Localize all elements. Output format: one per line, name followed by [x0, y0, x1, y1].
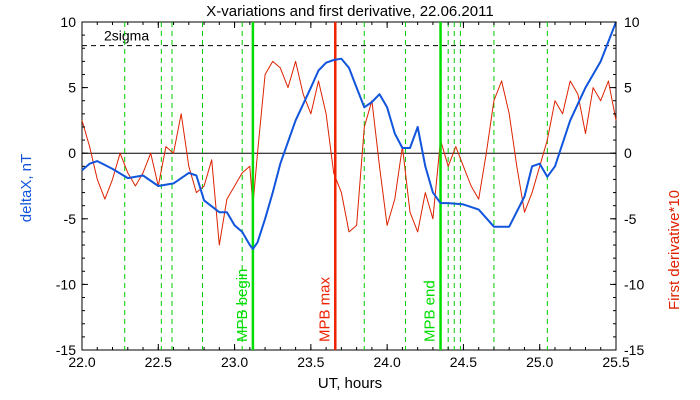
x-tick-label: 23.0: [221, 354, 248, 370]
y-tick-label-right: -15: [624, 342, 644, 358]
y-tick-label-left: 5: [68, 80, 76, 96]
y-tick-label-left: -15: [56, 342, 76, 358]
x-tick-label: 22.0: [68, 354, 95, 370]
sigma-label: 2sigma: [104, 28, 149, 44]
y-tick-label-right: -10: [624, 276, 644, 292]
y-tick-label-right: 5: [624, 80, 632, 96]
event-marker-label: MPB max: [316, 276, 333, 342]
y-tick-label-right: 0: [624, 145, 632, 161]
x-tick-label: 24.5: [450, 354, 477, 370]
x-axis-label: UT, hours: [318, 375, 382, 392]
series-derivative-line: [81, 60, 617, 246]
event-marker-label: MPB end: [422, 280, 439, 342]
y-tick-label-left: -5: [64, 211, 77, 227]
y-axis-label-left: deltaX, nT: [18, 154, 35, 222]
y-tick-label-left: 0: [68, 145, 76, 161]
y-axis-label-right: First derivative*10: [666, 190, 683, 310]
x-tick-label: 25.0: [526, 354, 553, 370]
chart-title: X-variations and first derivative, 22.06…: [206, 3, 493, 20]
x-tick-label: 23.5: [297, 354, 324, 370]
y-tick-label-left: 10: [60, 14, 76, 30]
y-tick-label-right: 10: [624, 14, 640, 30]
x-tick-label: 25.5: [602, 354, 629, 370]
event-marker-label: MPB begin: [234, 269, 251, 342]
plot-frame: [81, 21, 617, 351]
y-tick-label-left: -10: [56, 276, 76, 292]
x-tick-label: 24.0: [374, 354, 401, 370]
series-deltax-line: [81, 21, 617, 250]
y-tick-label-right: -5: [624, 211, 637, 227]
x-tick-label: 22.5: [145, 354, 172, 370]
